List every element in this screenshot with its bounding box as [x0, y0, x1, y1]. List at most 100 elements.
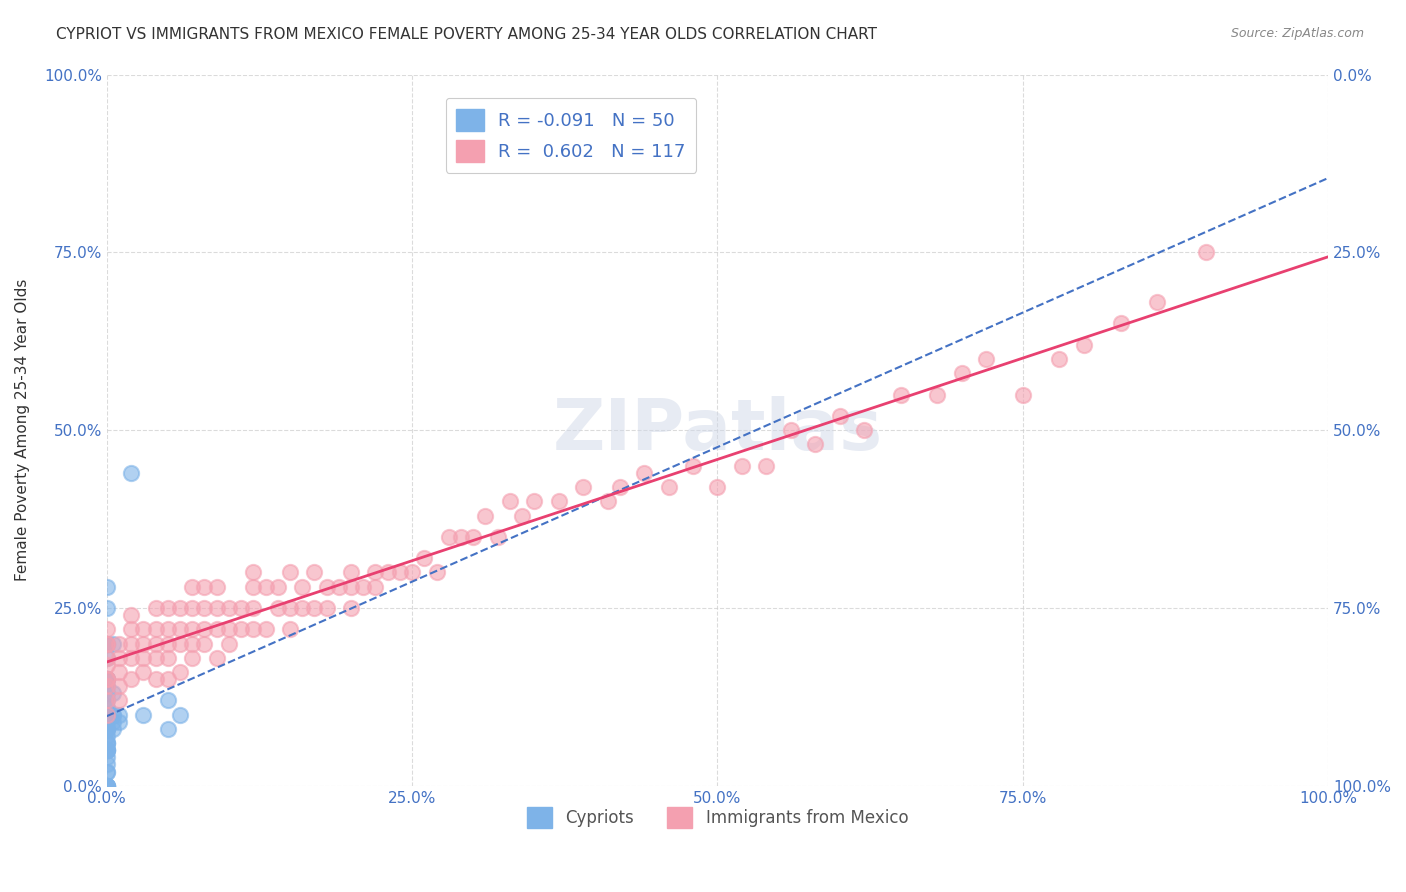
Point: [315, 601, 337, 615]
Point: [96, 650, 118, 665]
Text: ZIPatlas: ZIPatlas: [553, 396, 883, 465]
Point: [108, 714, 131, 729]
Point: [1011, 387, 1033, 401]
Point: [108, 665, 131, 679]
Point: [242, 566, 264, 580]
Point: [96, 650, 118, 665]
Point: [804, 437, 827, 451]
Point: [96, 700, 118, 714]
Point: [96, 700, 118, 714]
Point: [340, 566, 363, 580]
Point: [101, 707, 124, 722]
Point: [927, 387, 949, 401]
Point: [463, 530, 485, 544]
Point: [828, 409, 851, 423]
Point: [145, 623, 167, 637]
Point: [974, 351, 997, 366]
Point: [278, 566, 301, 580]
Point: [108, 650, 131, 665]
Point: [169, 707, 191, 722]
Point: [218, 601, 240, 615]
Point: [96, 779, 118, 793]
Point: [96, 779, 118, 793]
Point: [101, 707, 124, 722]
Point: [267, 601, 290, 615]
Point: [205, 580, 228, 594]
Point: [267, 580, 290, 594]
Point: [96, 750, 118, 764]
Point: [120, 466, 142, 480]
Point: [96, 764, 118, 779]
Point: [145, 672, 167, 686]
Point: [132, 636, 155, 650]
Point: [1146, 295, 1168, 310]
Point: [101, 722, 124, 736]
Point: [499, 494, 522, 508]
Point: [218, 636, 240, 650]
Point: [242, 601, 264, 615]
Point: [242, 580, 264, 594]
Point: [169, 636, 191, 650]
Point: [96, 707, 118, 722]
Point: [145, 636, 167, 650]
Point: [96, 743, 118, 757]
Point: [169, 665, 191, 679]
Point: [242, 623, 264, 637]
Point: [633, 466, 655, 480]
Point: [523, 494, 546, 508]
Point: [193, 636, 215, 650]
Point: [120, 650, 142, 665]
Point: [450, 530, 472, 544]
Point: [96, 736, 118, 750]
Point: [156, 722, 179, 736]
Point: [278, 601, 301, 615]
Point: [101, 714, 124, 729]
Point: [96, 672, 118, 686]
Point: [205, 650, 228, 665]
Point: [96, 764, 118, 779]
Point: [96, 743, 118, 757]
Point: [96, 722, 118, 736]
Point: [1195, 245, 1218, 260]
Point: [229, 601, 252, 615]
Point: [853, 423, 876, 437]
Point: [169, 601, 191, 615]
Point: [96, 623, 118, 637]
Point: [96, 722, 118, 736]
Point: [96, 707, 118, 722]
Point: [181, 580, 204, 594]
Text: CYPRIOT VS IMMIGRANTS FROM MEXICO FEMALE POVERTY AMONG 25-34 YEAR OLDS CORRELATI: CYPRIOT VS IMMIGRANTS FROM MEXICO FEMALE…: [56, 27, 877, 42]
Point: [96, 743, 118, 757]
Point: [193, 580, 215, 594]
Point: [96, 672, 118, 686]
Point: [156, 601, 179, 615]
Point: [181, 623, 204, 637]
Point: [254, 623, 277, 637]
Point: [706, 480, 728, 494]
Point: [96, 636, 118, 650]
Point: [1109, 317, 1132, 331]
Point: [132, 623, 155, 637]
Point: [1049, 351, 1071, 366]
Point: [156, 623, 179, 637]
Point: [193, 623, 215, 637]
Point: [169, 623, 191, 637]
Point: [291, 580, 314, 594]
Point: [340, 601, 363, 615]
Point: [364, 580, 387, 594]
Point: [181, 601, 204, 615]
Point: [132, 665, 155, 679]
Point: [108, 679, 131, 693]
Point: [96, 636, 118, 650]
Point: [96, 679, 118, 693]
Point: [120, 636, 142, 650]
Point: [96, 707, 118, 722]
Point: [609, 480, 631, 494]
Point: [96, 707, 118, 722]
Point: [547, 494, 569, 508]
Point: [96, 693, 118, 707]
Point: [193, 601, 215, 615]
Point: [278, 623, 301, 637]
Point: [437, 530, 460, 544]
Point: [156, 636, 179, 650]
